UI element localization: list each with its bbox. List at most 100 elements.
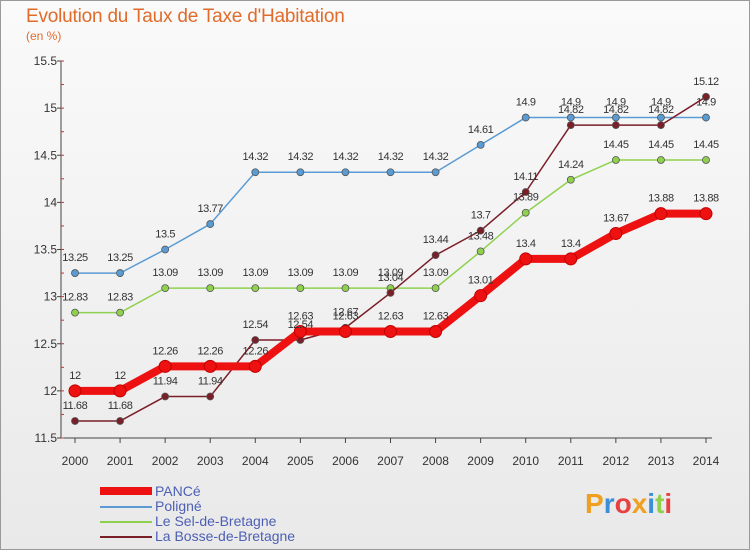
legend-swatch-la-bosse-de-bretagne [100, 536, 152, 538]
data-label: 13.09 [378, 267, 404, 279]
data-label: 14.45 [693, 139, 719, 151]
y-tick-label: 15.5 [34, 54, 58, 68]
data-label: 11.94 [198, 376, 223, 388]
legend-label-poligne: Poligné [155, 498, 202, 514]
data-label: 13.09 [288, 267, 314, 279]
data-label: 14.61 [468, 124, 494, 136]
data-point [699, 207, 713, 221]
data-point [158, 359, 172, 373]
data-label: 13.4 [516, 238, 536, 250]
data-label: 14.32 [243, 151, 269, 163]
data-label: 13.4 [561, 238, 581, 250]
x-tick-label: 2000 [62, 454, 89, 468]
data-label: 12.83 [62, 292, 88, 304]
data-label: 13.04 [378, 272, 404, 284]
data-point [341, 168, 350, 177]
y-tick-label: 13.5 [34, 243, 58, 257]
data-point [203, 359, 217, 373]
data-label: 13.25 [107, 252, 133, 264]
data-point [293, 324, 307, 338]
y-tick-label: 14.5 [34, 148, 58, 162]
data-point [431, 284, 440, 293]
x-tick-label: 2005 [287, 454, 314, 468]
data-label: 15.12 [693, 76, 719, 88]
data-point [386, 168, 395, 177]
legend-label-la-bosse-de-bretagne: La Bosse-de-Bretagne [155, 528, 296, 544]
legend-label-le-sel-de-bretagne: Le Sel-de-Bretagne [155, 513, 277, 529]
data-point [609, 226, 623, 240]
data-point [206, 220, 215, 228]
data-label: 13.44 [423, 234, 449, 246]
data-point [476, 226, 485, 235]
data-label: 12 [69, 370, 81, 382]
data-label: 12.26 [152, 345, 178, 357]
logo-letter: i [647, 488, 656, 519]
data-point [702, 113, 710, 122]
data-point [702, 156, 710, 164]
data-point [116, 308, 124, 317]
data-label: 13.09 [197, 267, 223, 279]
data-point [657, 113, 665, 122]
data-point [521, 188, 530, 196]
data-label: 14.9 [606, 97, 626, 109]
data-label: 13.88 [693, 193, 719, 205]
data-label: 13.5 [155, 229, 175, 241]
data-label: 12 [114, 370, 126, 382]
data-point [431, 251, 440, 260]
data-point [386, 288, 395, 297]
logo-letter: r [603, 488, 615, 519]
data-point [338, 324, 352, 338]
data-point [564, 252, 578, 266]
data-label: 13.01 [468, 275, 494, 287]
data-point [296, 168, 305, 177]
data-point [474, 289, 488, 303]
data-label: 13.09 [333, 267, 359, 279]
data-point [296, 284, 305, 293]
data-label: 14.32 [288, 151, 314, 163]
data-label: 14.45 [648, 139, 674, 151]
chart-subtitle: (en %) [26, 29, 62, 43]
y-tick-label: 15 [44, 101, 58, 115]
data-label: 13.09 [243, 267, 269, 279]
data-point [116, 417, 124, 425]
data-label: 14.9 [696, 97, 716, 109]
data-label: 12.54 [288, 319, 314, 331]
data-label: 13.89 [513, 192, 539, 204]
x-tick-label: 2006 [332, 454, 359, 468]
data-label: 12.63 [333, 310, 359, 322]
data-label: 14.9 [561, 97, 581, 109]
x-tick-label: 2008 [422, 454, 449, 468]
y-tick-label: 13 [44, 290, 58, 304]
data-point [519, 252, 533, 266]
x-tick-label: 2014 [693, 454, 720, 468]
data-point [611, 113, 620, 122]
data-point [521, 208, 530, 217]
data-point [476, 247, 485, 256]
data-point [206, 392, 215, 401]
data-point [566, 121, 575, 129]
data-label: 12.63 [423, 310, 449, 322]
data-point [384, 324, 397, 338]
y-tick-label: 14 [44, 195, 58, 209]
logo-letter: o [614, 488, 632, 519]
data-label: 14.82 [648, 104, 674, 116]
data-label: 14.9 [516, 97, 536, 109]
data-label: 14.24 [558, 159, 584, 171]
data-label: 14.32 [333, 151, 359, 163]
data-label: 12.67 [333, 307, 359, 319]
data-label: 11.68 [108, 400, 133, 412]
data-label: 11.68 [63, 400, 88, 412]
data-label: 12.63 [378, 310, 404, 322]
data-point [521, 113, 530, 122]
data-point [161, 284, 170, 293]
data-label: 14.9 [651, 97, 671, 109]
logo-letter: x [631, 488, 648, 519]
data-label: 14.82 [558, 104, 584, 116]
y-tick-label: 11.5 [35, 431, 58, 445]
logo-letter: i [664, 488, 673, 519]
data-point [68, 384, 82, 398]
data-label: 14.32 [378, 151, 404, 163]
x-tick-label: 2011 [558, 454, 584, 468]
data-label: 12.54 [243, 319, 269, 331]
data-label: 13.7 [471, 210, 491, 222]
